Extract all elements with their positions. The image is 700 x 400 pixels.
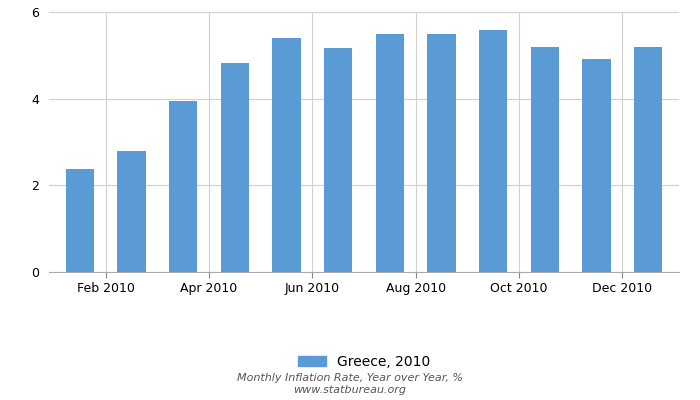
Bar	[582, 59, 610, 272]
Bar	[66, 169, 94, 272]
Bar	[118, 151, 146, 272]
Bar	[376, 34, 404, 272]
Bar	[324, 48, 352, 272]
Bar	[220, 63, 249, 272]
Bar	[169, 101, 197, 272]
Bar	[479, 30, 507, 272]
Text: Monthly Inflation Rate, Year over Year, %: Monthly Inflation Rate, Year over Year, …	[237, 373, 463, 383]
Bar	[272, 38, 301, 272]
Bar	[427, 34, 456, 272]
Bar	[531, 47, 559, 272]
Bar	[634, 47, 662, 272]
Legend: Greece, 2010: Greece, 2010	[293, 349, 435, 374]
Text: www.statbureau.org: www.statbureau.org	[293, 385, 407, 395]
